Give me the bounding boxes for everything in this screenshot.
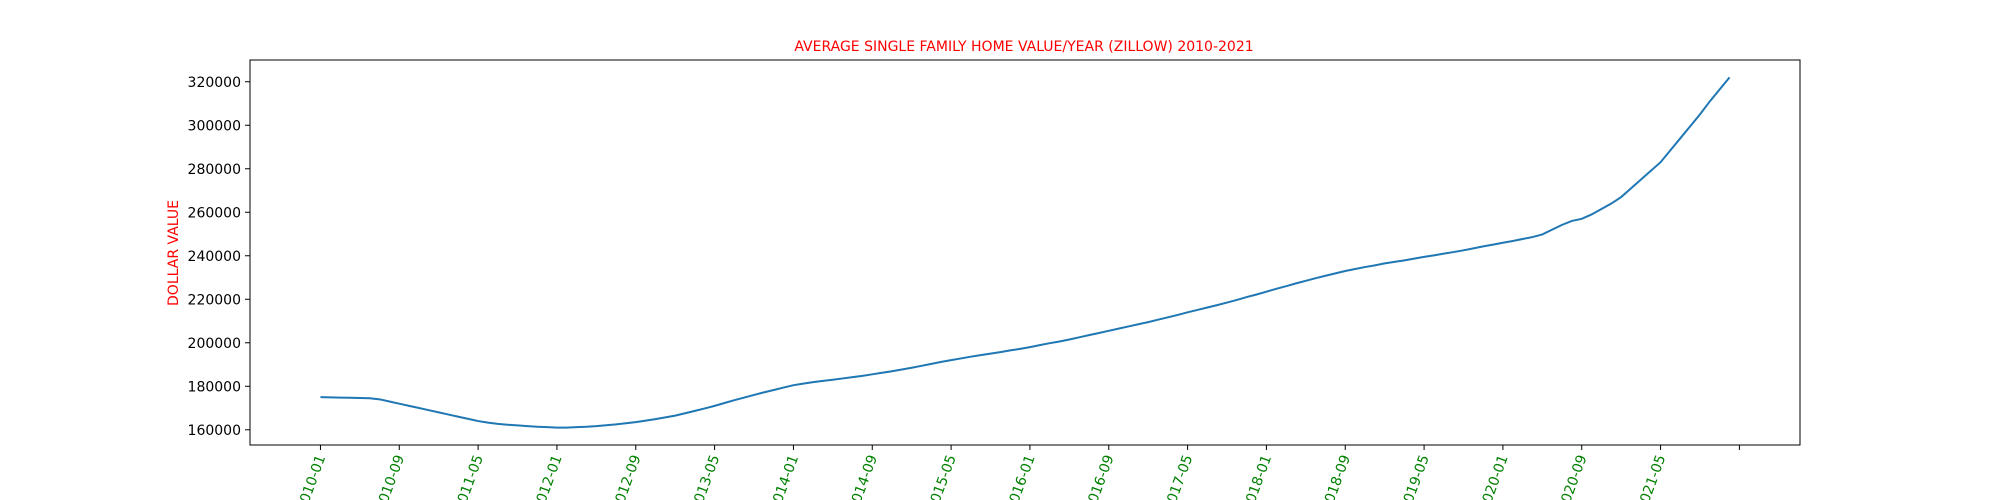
x-tick-label: 2016-01 — [1004, 453, 1039, 500]
x-tick-label: 2014-09 — [846, 453, 881, 500]
x-tick-label: 2018-01 — [1240, 453, 1275, 500]
y-tick-label: 180000 — [188, 379, 241, 395]
x-tick-label: 2014-01 — [767, 453, 802, 500]
y-tick-label: 280000 — [188, 162, 241, 178]
x-tick-label: 2018-09 — [1319, 453, 1354, 500]
y-tick-label: 200000 — [188, 336, 241, 352]
x-tick-label: 2012-01 — [531, 453, 566, 500]
x-tick-label: 2020-09 — [1555, 453, 1590, 500]
x-tick-label: 2010-09 — [373, 453, 408, 500]
y-tick-label: 220000 — [188, 292, 241, 308]
x-tick-label: 2017-05 — [1161, 453, 1196, 500]
y-tick-label: 320000 — [188, 75, 241, 91]
plot-frame — [249, 59, 1801, 446]
y-tick-label: 260000 — [188, 205, 241, 221]
x-tick-label: 2011-05 — [452, 453, 487, 500]
y-tick-label: 160000 — [188, 423, 241, 439]
x-tick-label: 2012-09 — [609, 453, 644, 500]
x-tick-label: 2021-05 — [1634, 453, 1669, 500]
y-tick-label: 300000 — [188, 118, 241, 134]
chart-title: AVERAGE SINGLE FAMILY HOME VALUE/YEAR (Z… — [794, 39, 1253, 55]
line-series — [320, 76, 1731, 429]
x-tick-label: 2019-05 — [1398, 453, 1433, 500]
x-tick-label: 2015-05 — [925, 453, 960, 500]
y-axis-label: DOLLAR VALUE — [166, 200, 182, 306]
x-tick-label: 2016-09 — [1082, 453, 1117, 500]
x-tick-label: 2013-05 — [688, 453, 723, 500]
x-tick-label: 2010-01 — [294, 453, 329, 500]
x-tick-label: 2020-01 — [1477, 453, 1512, 500]
y-tick-label: 240000 — [188, 249, 241, 265]
